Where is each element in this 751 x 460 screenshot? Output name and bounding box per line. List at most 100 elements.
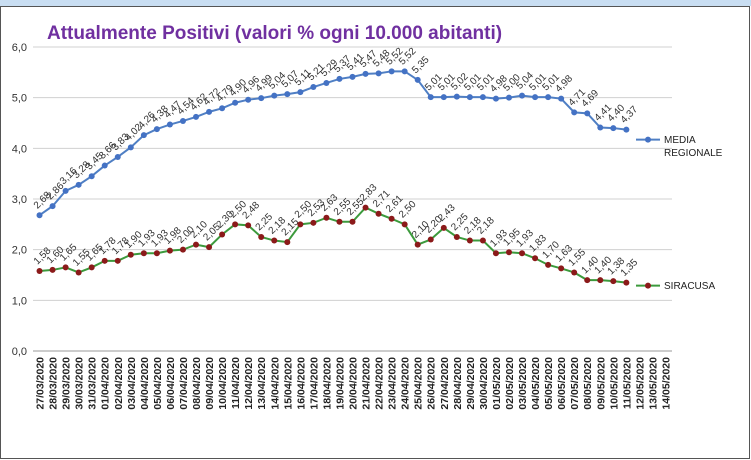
x-tick-label: 23/04/2020 <box>387 357 399 410</box>
point <box>75 269 82 276</box>
x-tick-label: 22/04/2020 <box>374 357 386 410</box>
point <box>532 255 539 262</box>
frame <box>0 6 750 459</box>
point <box>597 277 604 284</box>
x-tick-label: 07/05/2020 <box>569 357 581 410</box>
x-tick-label: 25/04/2020 <box>413 357 425 410</box>
point <box>127 251 134 258</box>
x-tick-label: 05/04/2020 <box>152 357 164 410</box>
point <box>388 68 395 75</box>
y-tick-label: 1,0 <box>12 295 27 307</box>
point <box>206 108 213 115</box>
point <box>179 117 186 124</box>
point <box>519 92 526 99</box>
point <box>310 84 317 91</box>
point <box>323 79 330 86</box>
point <box>597 124 604 131</box>
point <box>258 234 265 240</box>
legend-marker <box>645 136 651 143</box>
y-tick-label: 2,0 <box>12 245 27 257</box>
point <box>232 221 239 228</box>
x-tick-label: 04/05/2020 <box>530 357 542 410</box>
x-tick-label: 10/05/2020 <box>608 357 620 410</box>
x-tick-label: 17/04/2020 <box>308 357 320 410</box>
point <box>440 94 447 101</box>
y-tick-label: 4,0 <box>12 143 27 155</box>
point <box>297 89 304 96</box>
point <box>153 126 160 133</box>
point <box>62 187 69 194</box>
point <box>297 221 304 228</box>
point <box>610 125 617 132</box>
x-tick-label: 27/03/2020 <box>35 357 47 410</box>
point <box>545 94 552 101</box>
x-tick-label: 03/04/2020 <box>126 357 138 410</box>
point <box>545 261 552 268</box>
point <box>414 241 421 248</box>
point <box>362 70 369 77</box>
point <box>584 277 591 284</box>
point <box>166 247 173 254</box>
x-tick-label: 06/05/2020 <box>556 357 568 410</box>
point <box>453 234 460 240</box>
x-tick-label: 08/04/2020 <box>191 357 203 410</box>
y-tick-label: 6,0 <box>12 42 27 54</box>
legend-marker <box>645 282 651 289</box>
x-tick-label: 04/04/2020 <box>139 357 151 410</box>
point <box>193 113 200 120</box>
point <box>36 267 43 274</box>
point <box>258 95 265 102</box>
x-tick-label: 13/04/2020 <box>256 357 268 410</box>
series-line <box>39 206 627 284</box>
point <box>388 215 395 222</box>
x-tick-label: 14/05/2020 <box>660 357 672 410</box>
point <box>336 75 343 82</box>
x-tick-label: 02/05/2020 <box>504 357 516 410</box>
y-tick-label: 5,0 <box>12 93 27 105</box>
x-tick-label: 02/04/2020 <box>113 357 125 410</box>
point <box>140 132 147 139</box>
x-tick-label: 19/04/2020 <box>334 357 346 410</box>
x-tick-label: 01/05/2020 <box>491 357 503 410</box>
x-tick-label: 15/04/2020 <box>282 357 294 410</box>
y-tick-label: 0,0 <box>12 346 27 358</box>
x-tick-label: 29/03/2020 <box>61 357 73 410</box>
point <box>245 96 252 103</box>
x-tick-label: 13/05/2020 <box>647 357 659 410</box>
legend-label: SIRACUSA <box>664 280 716 292</box>
chart-title: Attualmente Positivi (valori % ogni 10.0… <box>47 23 502 44</box>
point <box>401 221 408 228</box>
x-tick-label: 05/05/2020 <box>543 357 555 410</box>
point <box>466 94 473 101</box>
point <box>323 214 330 221</box>
x-tick-label: 30/03/2020 <box>74 357 86 410</box>
point <box>479 94 486 101</box>
point <box>232 99 239 106</box>
x-tick-label: 16/04/2020 <box>295 357 307 410</box>
x-tick-label: 07/04/2020 <box>178 357 190 410</box>
point <box>114 153 121 160</box>
x-tick-label: 01/04/2020 <box>100 357 112 410</box>
point <box>492 250 499 257</box>
point <box>519 250 526 257</box>
point <box>101 257 108 264</box>
point <box>127 144 134 151</box>
x-tick-label: 24/04/2020 <box>400 357 412 410</box>
point <box>349 73 356 80</box>
point <box>479 237 486 244</box>
x-tick-label: 20/04/2020 <box>348 357 360 410</box>
point <box>375 70 382 77</box>
point <box>284 239 291 246</box>
x-tick-label: 29/04/2020 <box>465 357 477 410</box>
point <box>427 94 434 101</box>
point <box>375 210 382 217</box>
point <box>623 126 630 133</box>
top-strip <box>0 0 751 6</box>
point <box>505 94 512 101</box>
x-tick-label: 28/04/2020 <box>452 357 464 410</box>
point <box>166 121 173 128</box>
point <box>349 218 356 225</box>
point <box>62 264 69 271</box>
point <box>88 173 95 180</box>
